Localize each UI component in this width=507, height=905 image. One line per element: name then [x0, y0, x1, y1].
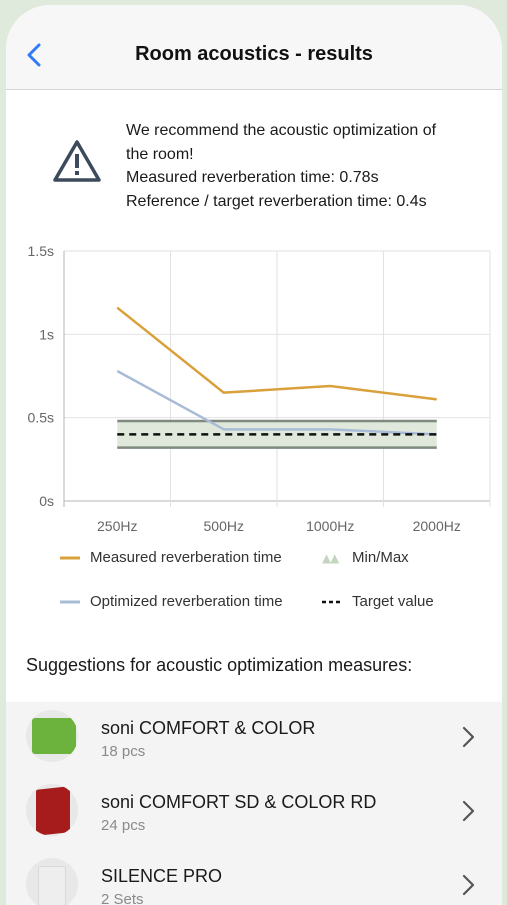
recommendation-line: the room! [126, 145, 194, 163]
chevron-right-icon [462, 726, 475, 748]
recommendation-box: We recommend the acoustic optimization o… [6, 91, 502, 225]
y-tick-label: 0s [39, 493, 54, 509]
x-tick-label: 1000Hz [306, 518, 354, 534]
product-image [32, 718, 76, 754]
chevron-right-icon [462, 800, 475, 822]
x-tick-label: 2000Hz [413, 518, 461, 534]
chevron-right-icon [462, 874, 475, 896]
y-tick-label: 1.5s [28, 243, 54, 259]
product-name: soni COMFORT SD & COLOR RD [101, 792, 377, 812]
legend-measured: Measured reverberation time [60, 549, 282, 566]
measured-series-line [116, 306, 437, 401]
x-tick-label: 250Hz [97, 518, 137, 534]
reverberation-chart: 0s 0.5s 1s 1.5s 250Hz 500Hz 1000Hz 2000Hz [6, 237, 502, 537]
target-reverberation-text: Reference / target reverberation time: 0… [126, 192, 427, 210]
back-button[interactable] [20, 39, 48, 71]
product-name: SILENCE PRO [101, 866, 223, 886]
measured-reverberation-text: Measured reverberation time: 0.78s [126, 169, 379, 186]
legend-minmax-label: Min/Max [352, 549, 409, 566]
product-quantity: 24 pcs [101, 817, 146, 834]
y-tick-label: 1s [39, 326, 54, 342]
product-thumbnail [26, 858, 78, 905]
chart-canvas: 0s 0.5s 1s 1.5s 250Hz 500Hz 1000Hz 2000Hz [28, 243, 491, 534]
list-item[interactable]: soni COMFORT SD & COLOR RD 24 pcs [6, 776, 502, 850]
x-tick-label: 500Hz [204, 518, 244, 534]
product-image [36, 786, 70, 836]
legend-target-label: Target value [352, 593, 434, 610]
recommendation-line: We recommend the acoustic optimization o… [126, 122, 437, 139]
legend-optimized: Optimized reverberation time [60, 593, 283, 610]
product-name: soni COMFORT & COLOR [101, 718, 316, 738]
list-item[interactable]: SILENCE PRO 2 Sets [6, 850, 502, 905]
recommendation-text: We recommend the acoustic optimization o… [126, 119, 496, 213]
product-quantity: 18 pcs [101, 743, 146, 760]
chevron-left-icon [27, 43, 41, 67]
legend-optimized-label: Optimized reverberation time [90, 593, 283, 610]
optimized-series-line [116, 369, 437, 436]
legend-target: Target value [322, 593, 434, 610]
suggestions-title: Suggestions for acoustic optimization me… [26, 655, 413, 675]
suggestions-list: soni COMFORT & COLOR 18 pcs soni COMFORT… [6, 702, 502, 905]
product-thumbnail [26, 784, 78, 836]
chart-legend: Measured reverberation time Min/Max Opti… [6, 541, 502, 611]
product-quantity: 2 Sets [101, 891, 144, 905]
legend-minmax: Min/Max [322, 549, 409, 566]
phone-screen: Room acoustics - results We recommend th… [6, 5, 502, 905]
y-tick-label: 0.5s [28, 410, 54, 426]
page-title: Room acoustics - results [135, 43, 373, 65]
legend-measured-label: Measured reverberation time [90, 549, 282, 566]
product-image [38, 866, 66, 905]
warning-triangle-icon [53, 140, 101, 182]
product-thumbnail [26, 710, 78, 762]
list-item[interactable]: soni COMFORT & COLOR 18 pcs [6, 702, 502, 776]
navigation-bar: Room acoustics - results [6, 5, 502, 90]
